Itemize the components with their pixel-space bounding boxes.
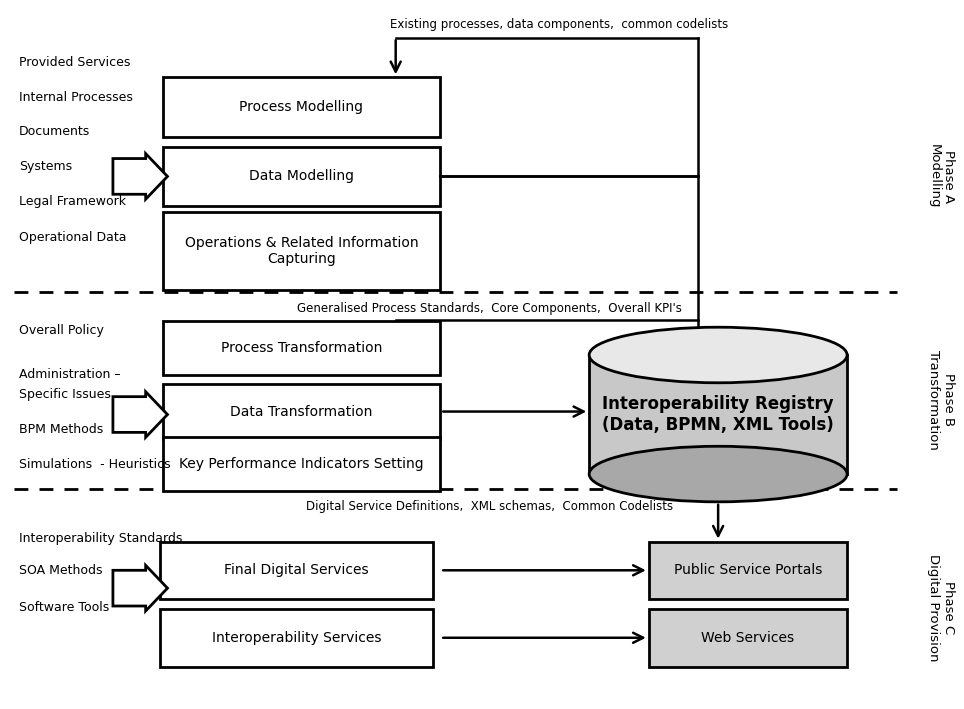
Text: Phase C
Digital Provision: Phase C Digital Provision — [927, 554, 955, 661]
FancyBboxPatch shape — [163, 320, 441, 375]
FancyBboxPatch shape — [163, 212, 441, 289]
Text: Provided Services: Provided Services — [18, 56, 130, 69]
Ellipse shape — [589, 446, 847, 502]
Text: Simulations  - Heuristics: Simulations - Heuristics — [18, 457, 171, 471]
FancyBboxPatch shape — [163, 77, 441, 137]
Text: Systems: Systems — [18, 160, 71, 173]
Text: Data Transformation: Data Transformation — [230, 405, 373, 418]
FancyBboxPatch shape — [163, 147, 441, 206]
Text: Administration –: Administration – — [18, 369, 120, 381]
FancyBboxPatch shape — [163, 437, 441, 491]
FancyBboxPatch shape — [160, 542, 433, 599]
Text: Final Digital Services: Final Digital Services — [225, 563, 369, 577]
FancyArrow shape — [113, 565, 168, 611]
Text: Key Performance Indicators Setting: Key Performance Indicators Setting — [179, 457, 424, 471]
Text: Interoperability Registry
(Data, BPMN, XML Tools): Interoperability Registry (Data, BPMN, X… — [602, 395, 834, 434]
Text: Overall Policy: Overall Policy — [18, 324, 103, 337]
Text: Documents: Documents — [18, 125, 90, 138]
Text: Web Services: Web Services — [702, 631, 794, 644]
Ellipse shape — [589, 328, 847, 383]
Text: Generalised Process Standards,  Core Components,  Overall KPI's: Generalised Process Standards, Core Comp… — [298, 302, 683, 315]
FancyBboxPatch shape — [160, 609, 433, 666]
Text: Interoperability Standards: Interoperability Standards — [18, 532, 182, 545]
Text: Phase B
Transformation: Phase B Transformation — [927, 350, 955, 450]
Text: Process Modelling: Process Modelling — [239, 100, 363, 114]
Text: Phase A
Modelling: Phase A Modelling — [927, 144, 955, 208]
Bar — [589, 355, 847, 474]
FancyBboxPatch shape — [649, 609, 847, 666]
Text: Process Transformation: Process Transformation — [221, 341, 382, 355]
Text: Software Tools: Software Tools — [18, 601, 109, 615]
Text: Operational Data: Operational Data — [18, 231, 126, 245]
Text: BPM Methods: BPM Methods — [18, 423, 103, 436]
Text: Digital Service Definitions,  XML schemas,  Common Codelists: Digital Service Definitions, XML schemas… — [307, 501, 674, 513]
Text: SOA Methods: SOA Methods — [18, 564, 102, 577]
Text: Specific Issues: Specific Issues — [18, 389, 111, 401]
Text: Public Service Portals: Public Service Portals — [674, 563, 822, 577]
Text: Operations & Related Information
Capturing: Operations & Related Information Capturi… — [185, 235, 418, 266]
Text: Interoperability Services: Interoperability Services — [212, 631, 381, 644]
FancyArrow shape — [113, 154, 168, 199]
FancyBboxPatch shape — [649, 542, 847, 599]
FancyArrow shape — [113, 391, 168, 437]
Text: Internal Processes: Internal Processes — [18, 91, 132, 104]
Text: Existing processes, data components,  common codelists: Existing processes, data components, com… — [390, 18, 729, 31]
Text: Data Modelling: Data Modelling — [249, 169, 354, 184]
FancyBboxPatch shape — [163, 384, 441, 439]
Text: Legal Framework: Legal Framework — [18, 195, 125, 208]
